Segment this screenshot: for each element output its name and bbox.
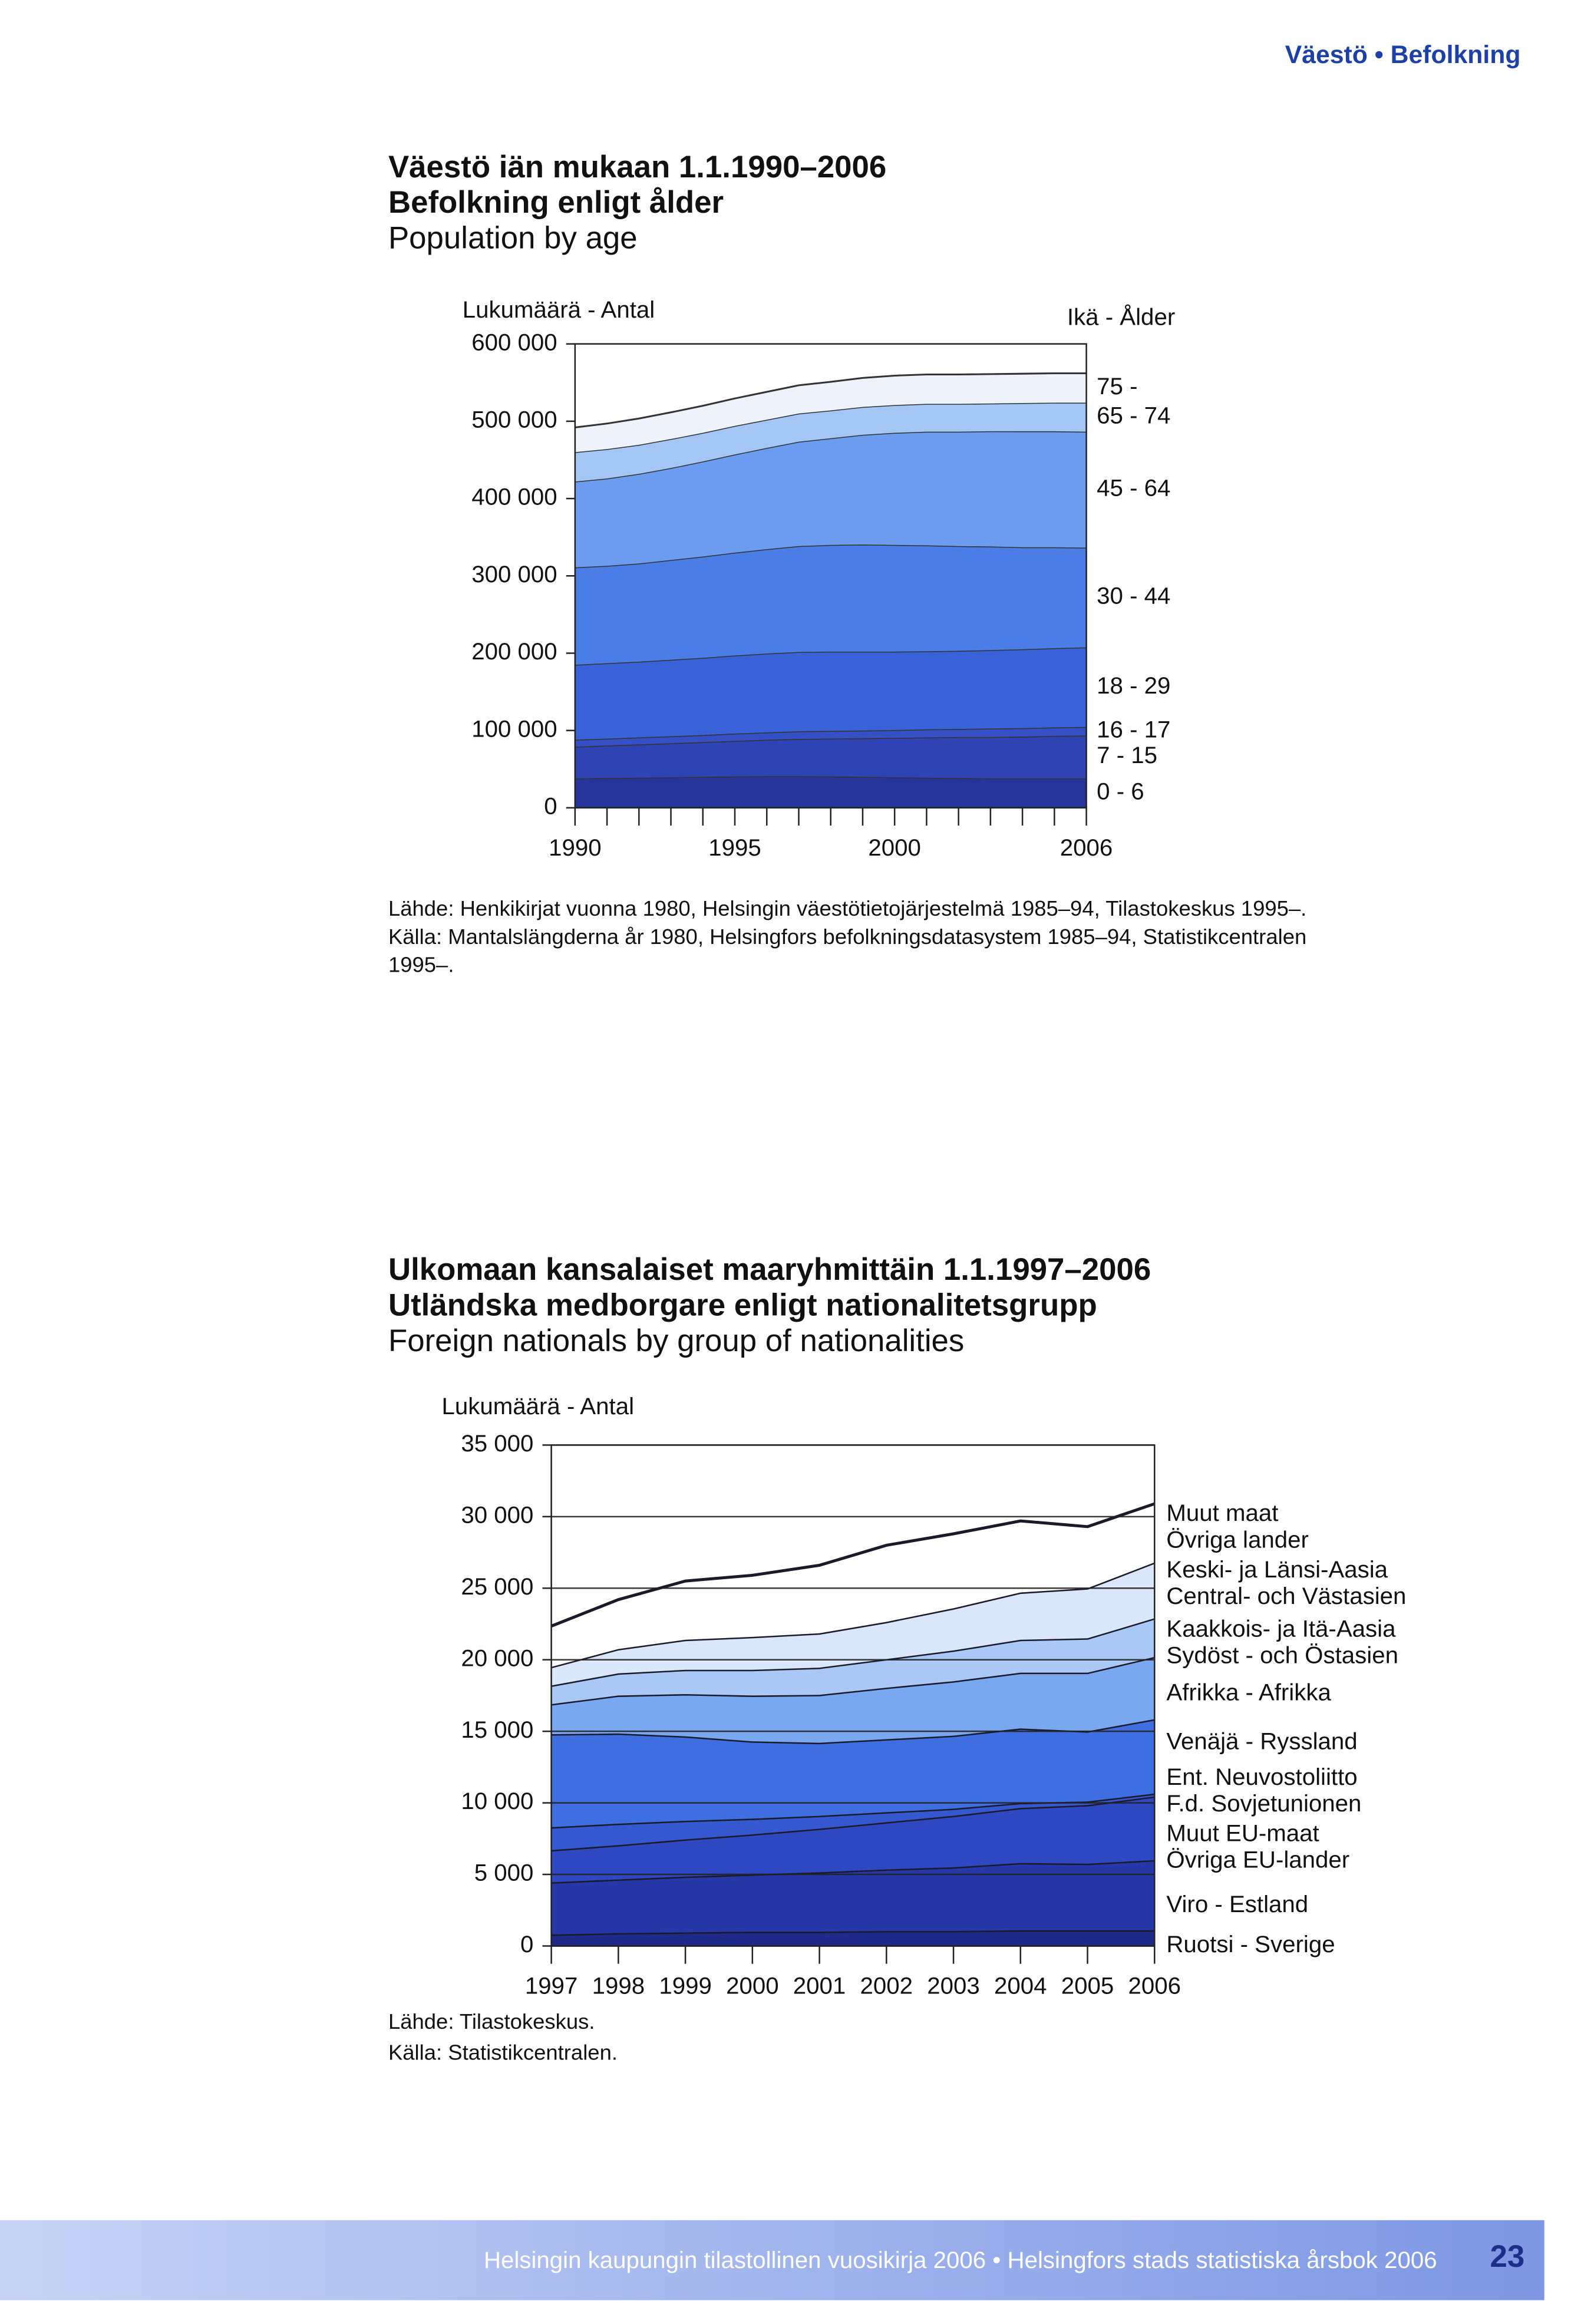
x-tick-label: 2002 [860,1973,913,1999]
area-layer [551,1503,1155,1667]
area-edge [575,372,1087,428]
legend-label: 45 - 64 [1097,475,1170,501]
area-layer [575,647,1087,740]
area-layer [551,1930,1155,1946]
area-layer [575,544,1087,665]
page-header: Väestö • Befolkning [1285,41,1521,69]
y-tick-label: 0 [544,793,557,820]
y-axis-label: Lukumäärä - Antal [441,1393,634,1420]
y-tick-label: 400 000 [471,484,557,510]
chart-title: Befolkning enligt ålder [388,185,724,220]
x-tick-label: 1990 [549,834,602,861]
area-layer [551,1793,1155,1850]
legend-label: 18 - 29 [1097,672,1170,699]
legend-label: Kaakkois- ja Itä-Aasia [1166,1615,1396,1642]
x-tick-label: 2001 [793,1973,846,1999]
legend-title: Ikä - Ålder [1067,304,1175,331]
y-tick-label: 35 000 [461,1430,533,1457]
footer-band [0,2220,1544,2300]
legend-label: 0 - 6 [1097,778,1144,805]
y-tick-label: 300 000 [471,561,557,587]
area-layer [551,1656,1155,1743]
chart-title: Utländska medborgare enligt nationalitet… [388,1288,1097,1322]
legend-label: Ent. Neuvostoliitto [1166,1764,1357,1790]
x-tick-label: 2004 [994,1973,1047,1999]
source-note: Källa: Mantalslängderna år 1980, Helsing… [388,925,1306,949]
legend-label: Övriga lander [1166,1526,1309,1553]
y-tick-label: 30 000 [461,1501,533,1528]
x-tick-label: 2000 [726,1973,779,1999]
area-layer [551,1719,1155,1827]
x-tick-label: 2006 [1128,1973,1181,1999]
legend-label: 30 - 44 [1097,583,1170,609]
page-number: 23 [1490,2239,1524,2274]
source-note: Lähde: Tilastokeskus. [388,2009,595,2034]
area-layer [551,1796,1155,1883]
y-tick-label: 15 000 [461,1716,533,1743]
legend-label: Viro - Estland [1166,1891,1308,1917]
legend-label: Ruotsi - Sverige [1166,1931,1335,1957]
x-tick-label: 1995 [708,834,761,861]
chart-title: Population by age [388,221,638,256]
legend-label: F.d. Sovjetunionen [1166,1790,1361,1817]
legend-label: Venäjä - Ryssland [1166,1728,1357,1755]
source-note: Lähde: Henkikirjat vuonna 1980, Helsingi… [388,896,1306,920]
x-tick-label: 1999 [659,1973,712,1999]
legend-label: Muut maat [1166,1500,1278,1526]
x-tick-label: 2003 [927,1973,980,1999]
y-tick-label: 5 000 [474,1860,534,1886]
area-edge [550,1502,1156,1628]
area-layer [575,402,1087,482]
x-tick-label: 1997 [525,1973,578,1999]
area-layer [575,727,1087,747]
legend-label: Sydöst - och Östasien [1166,1642,1398,1669]
x-tick-label: 2006 [1060,834,1113,861]
area-layer [575,776,1087,808]
y-tick-label: 500 000 [471,406,557,433]
chart-title: Ulkomaan kansalaiset maaryhmittäin 1.1.1… [388,1252,1151,1287]
area-layer [575,373,1087,453]
y-tick-label: 25 000 [461,1573,533,1600]
legend-label: Övriga EU-lander [1166,1847,1349,1873]
y-tick-label: 600 000 [471,329,557,355]
legend-label: Afrikka - Afrikka [1166,1679,1331,1706]
area-layer [551,1618,1155,1705]
legend-label: 65 - 74 [1097,402,1170,429]
source-note: Källa: Statistikcentralen. [388,2041,618,2065]
y-axis-label: Lukumäärä - Antal [463,296,655,323]
y-tick-label: 0 [520,1931,533,1957]
chart-title: Väestö iän mukaan 1.1.1990–2006 [388,150,886,184]
y-tick-label: 10 000 [461,1788,533,1814]
y-tick-label: 100 000 [471,715,557,742]
x-tick-label: 2005 [1061,1973,1114,1999]
legend-label: 7 - 15 [1097,742,1157,768]
x-tick-label: 2000 [868,834,921,861]
legend-label: Central- och Västasien [1166,1583,1406,1609]
legend-label: 75 - [1097,373,1137,400]
legend-label: 16 - 17 [1097,717,1170,743]
plot-frame [574,343,1087,809]
y-tick-label: 20 000 [461,1645,533,1671]
area-layer [575,735,1087,779]
chart-title: Foreign nationals by group of nationalit… [388,1323,964,1358]
area-layer [551,1860,1155,1935]
y-tick-label: 200 000 [471,638,557,665]
source-note: 1995–. [388,953,454,977]
x-tick-label: 1998 [592,1973,645,1999]
legend-label: Keski- ja Länsi-Aasia [1166,1556,1388,1583]
area-layer [551,1562,1155,1686]
footer-text: Helsingin kaupungin tilastollinen vuosik… [484,2247,1437,2273]
legend-label: Muut EU-maat [1166,1820,1319,1846]
area-layer [575,431,1087,567]
